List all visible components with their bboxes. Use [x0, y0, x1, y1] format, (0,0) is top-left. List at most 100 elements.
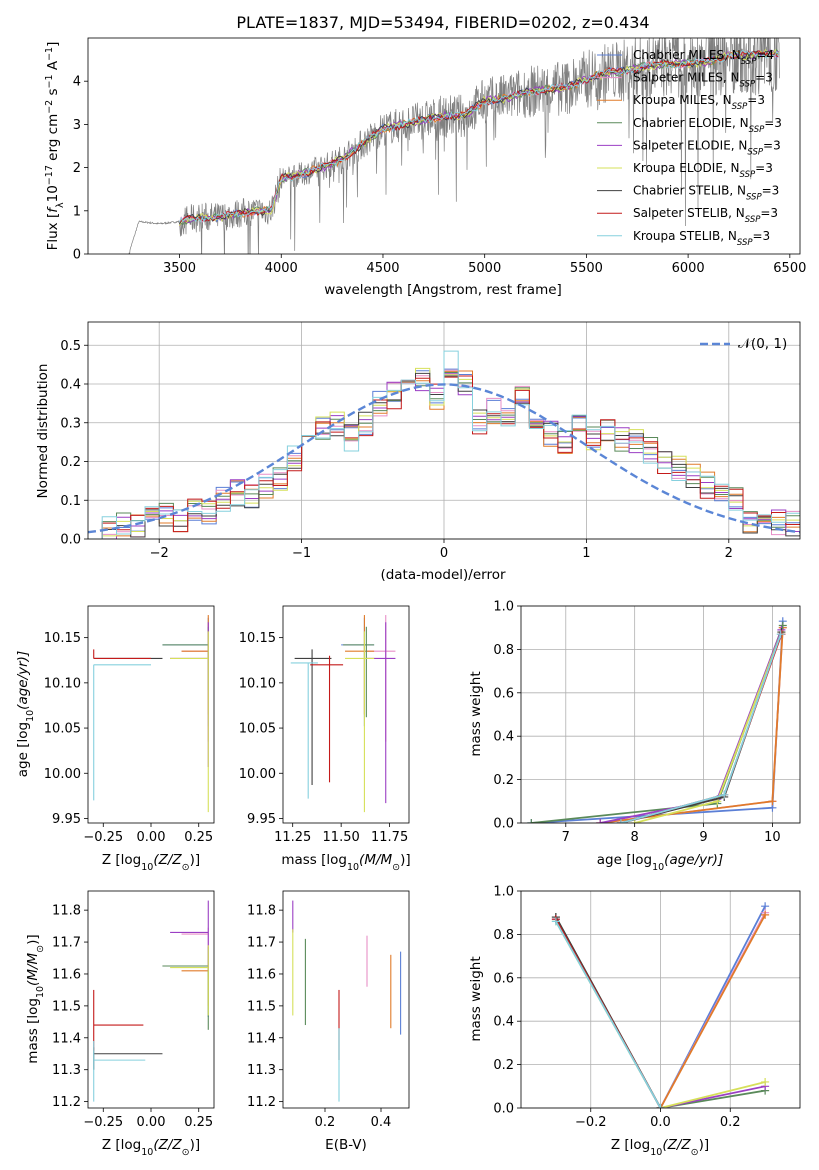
y-tick-label: 11.8 — [247, 904, 276, 919]
weight-marker — [616, 819, 625, 823]
x-tick-label: 6000 — [672, 261, 705, 276]
weight-marker — [761, 910, 770, 919]
legend-label: Salpeter MILES, NSSP=3 — [633, 71, 773, 90]
y-tick-label: 10.05 — [44, 722, 81, 737]
weight-line-salpeter-miles — [600, 627, 784, 823]
y-tick-label: 11.4 — [247, 1031, 276, 1046]
legend-label: Chabrier MILES, NSSP=4 — [633, 48, 774, 67]
y-axis-label: age [log10(age/yr)] — [15, 651, 36, 777]
y-axis-label: mass weight — [468, 671, 484, 756]
y-tick-label: 10.15 — [44, 631, 81, 646]
x-tick-label: 11.50 — [323, 830, 360, 845]
y-tick-label: 11.6 — [52, 967, 81, 982]
y-tick-label: 10.00 — [239, 767, 276, 782]
axes-frame — [87, 37, 801, 255]
x-axis-label: E(B-V) — [325, 1137, 367, 1153]
x-tick-label: 0.2 — [720, 1115, 741, 1130]
weight-line-kroupa-stelib — [620, 633, 782, 823]
spectrum-panel: 3500 4000 4500 5000 5500 6000 6500 0 1 2 3 4 Chabrie… — [44, 37, 806, 298]
mass-vs-ebv-panel: 0.2 0.4 11.2 11.3 11.4 11.5 11.6 11.7 11.8 E(B-V) — [247, 890, 410, 1153]
weight-line-salpeter-stelib — [620, 633, 783, 823]
weight-line-salpeter-elodie — [600, 629, 783, 823]
y-tick-label: 11.3 — [247, 1063, 276, 1078]
x-tick-label: 0.25 — [184, 830, 213, 845]
y-tick-label: 11.4 — [52, 1031, 81, 1046]
x-tick-label: 8 — [631, 830, 639, 845]
weight-line-chabrier-miles — [531, 621, 784, 823]
x-tick-label: 9 — [699, 830, 707, 845]
massweight-vs-age-panel: 7 8 9 10 0.0 0.2 0.4 0.6 0.8 1.0 age [log10(age/yr… — [468, 600, 801, 873]
residuals-panel: −2 −1 0 1 2 0.0 0.1 0.2 0.3 0.4 0.5 𝒩(0, 1) (data-mo… — [35, 321, 801, 583]
y-tick-label: 10.15 — [239, 631, 276, 646]
legend-label: Salpeter STELIB, NSSP=3 — [633, 206, 778, 225]
axes-frame — [520, 605, 801, 824]
normal-distribution-curve — [88, 383, 800, 534]
y-tick-label: 9.95 — [247, 812, 276, 827]
y-tick-label: 0.4 — [493, 1015, 514, 1030]
x-tick-label: 1 — [582, 546, 590, 561]
y-tick-label: 11.5 — [52, 999, 81, 1014]
x-tick-label: 0.4 — [371, 1115, 392, 1130]
y-tick-label: 0.0 — [493, 1102, 514, 1117]
y-tick-label: 11.3 — [52, 1063, 81, 1078]
y-tick-label: 0.2 — [60, 455, 81, 470]
y-axis-label: Normed distribution — [35, 364, 51, 499]
weight-line-kroupa-stelib — [555, 920, 662, 1108]
y-tick-label: 0.8 — [493, 928, 514, 943]
x-tick-label: 3500 — [163, 261, 196, 276]
y-tick-label: 11.5 — [247, 999, 276, 1014]
y-tick-label: 10.10 — [44, 676, 81, 691]
y-tick-label: 0.6 — [493, 971, 514, 986]
x-tick-label: −0.25 — [83, 1115, 123, 1130]
x-tick-label: 11.25 — [274, 830, 311, 845]
x-axis-label: age [log10(age/yr)] — [597, 852, 723, 873]
y-tick-label: 1.0 — [493, 885, 514, 900]
x-tick-label: 0.00 — [137, 830, 166, 845]
axes-frame — [87, 890, 215, 1109]
x-tick-label: 0.0 — [650, 1115, 671, 1130]
x-tick-label: 0 — [440, 546, 448, 561]
legend-label: Kroupa ELODIE, NSSP=3 — [633, 161, 773, 180]
y-tick-label: 0.2 — [493, 773, 514, 788]
x-tick-label: 10 — [764, 830, 781, 845]
weight-line-kroupa-elodie — [634, 631, 783, 823]
x-tick-label: 4000 — [265, 261, 298, 276]
x-axis-label: Z [log10(Z/Z⊙)] — [102, 1137, 200, 1158]
y-tick-label: 0.4 — [60, 378, 81, 393]
y-tick-label: 0.6 — [493, 686, 514, 701]
axes-frame — [87, 321, 801, 540]
y-tick-label: 3 — [73, 118, 81, 133]
age-vs-mass-panel: 11.25 11.50 11.75 9.95 10.00 10.05 10.10 10.15 m… — [239, 605, 411, 873]
legend-label: 𝒩(0, 1) — [738, 336, 787, 352]
x-tick-label: 5000 — [468, 261, 501, 276]
weight-marker — [768, 797, 777, 806]
x-tick-label: −2 — [150, 546, 169, 561]
y-tick-label: 0.0 — [493, 817, 514, 832]
y-tick-label: 10.05 — [239, 722, 276, 737]
x-tick-label: 0.2 — [315, 1115, 336, 1130]
legend-label: Chabrier ELODIE, NSSP=3 — [633, 116, 782, 135]
x-tick-label: 0.00 — [137, 1115, 166, 1130]
x-tick-label: −0.25 — [83, 830, 123, 845]
y-tick-label: 11.7 — [52, 936, 81, 951]
y-tick-label: 11.8 — [52, 904, 81, 919]
x-axis-label: wavelength [Angstrom, rest frame] — [324, 282, 562, 298]
x-axis-label: Z [log10(Z/Z⊙)] — [102, 852, 200, 873]
x-axis-label: mass [log10(M/M⊙)] — [281, 852, 410, 873]
weight-marker — [656, 1104, 665, 1108]
legend-label: Kroupa STELIB, NSSP=3 — [633, 229, 770, 248]
x-axis-label: (data-model)/error — [380, 567, 506, 583]
y-tick-label: 2 — [73, 161, 81, 176]
x-tick-label: −0.2 — [575, 1115, 607, 1130]
x-tick-label: 2 — [725, 546, 733, 561]
legend-label: Salpeter ELODIE, NSSP=3 — [633, 138, 781, 157]
model-line-kroupa-stelib — [179, 50, 779, 223]
y-axis-label: Flux [fλ10−17 erg cm−2 s−1 A−1] — [44, 42, 66, 251]
x-tick-label: 7 — [562, 830, 570, 845]
y-tick-label: 4 — [73, 75, 81, 90]
weight-marker — [551, 917, 560, 926]
weight-marker — [596, 819, 605, 823]
y-tick-label: 0.4 — [493, 730, 514, 745]
axes-frame — [282, 605, 410, 824]
x-tick-label: 0.25 — [184, 1115, 213, 1130]
